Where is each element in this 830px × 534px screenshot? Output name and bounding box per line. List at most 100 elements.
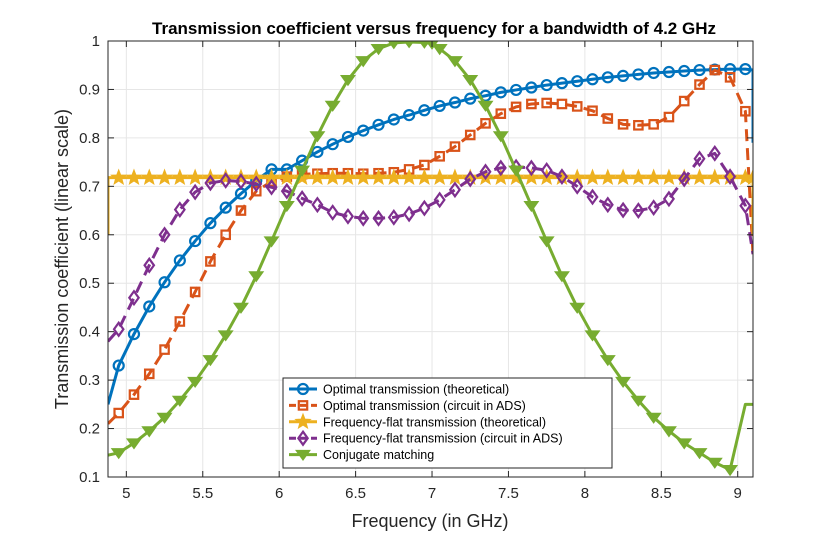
x-tick-label: 9 — [734, 485, 742, 502]
data-point — [691, 448, 708, 460]
data-point — [357, 209, 370, 227]
data-point — [372, 118, 385, 131]
data-point — [538, 236, 555, 248]
data-point — [587, 105, 598, 117]
data-point — [217, 168, 235, 186]
data-point — [219, 201, 232, 214]
data-point — [171, 395, 188, 407]
legend-item: Frequency-flat transmission (circuit in … — [289, 429, 563, 447]
data-point — [739, 62, 752, 76]
data-point — [415, 168, 434, 186]
data-point — [354, 168, 372, 186]
data-point — [387, 208, 400, 226]
data-point — [662, 190, 675, 208]
data-point — [678, 170, 691, 188]
data-point — [601, 71, 614, 84]
legend-marker — [296, 429, 310, 447]
data-point — [693, 150, 706, 168]
data-point — [660, 426, 677, 438]
legend-marker — [294, 412, 312, 430]
data-point — [507, 168, 525, 186]
legend-label: Optimal transmission (circuit in ADS) — [323, 399, 526, 413]
data-point — [556, 98, 568, 110]
x-tick-label: 7.5 — [498, 485, 519, 502]
data-point — [602, 113, 614, 124]
axes-box — [107, 40, 754, 478]
y-tick-label: 0.3 — [79, 372, 100, 389]
data-point — [326, 204, 339, 221]
series-4 — [108, 145, 753, 343]
data-point — [616, 69, 630, 82]
data-point — [293, 168, 311, 186]
y-tick-label: 0.2 — [79, 421, 100, 438]
data-point — [586, 73, 599, 86]
data-point — [220, 229, 231, 241]
data-point — [113, 407, 124, 419]
legend-box — [282, 377, 613, 469]
data-point — [308, 168, 327, 186]
data-point — [525, 159, 538, 177]
data-point — [479, 163, 492, 181]
data-point — [633, 119, 644, 131]
x-axis-label: Frequency (in GHz) — [351, 511, 508, 531]
data-point — [663, 111, 675, 123]
data-point — [140, 168, 158, 186]
plot-area: 5 5.5 6 6.5 7 7.5 8 8.5 9 0.1 0.2 0.3 0.4 0.5 0.6 0.7 0.… — [79, 33, 754, 502]
data-point — [309, 131, 326, 143]
data-point — [648, 119, 659, 130]
data-point — [599, 168, 617, 186]
data-point — [614, 168, 632, 186]
data-point — [127, 289, 141, 307]
data-point — [372, 209, 385, 227]
data-point — [326, 138, 339, 151]
data-point — [494, 86, 507, 99]
legend-item: Optimal transmission (circuit in ADS) — [289, 399, 526, 413]
data-point — [250, 175, 263, 193]
y-tick-label: 0.1 — [79, 469, 100, 486]
y-tick-label: 0.6 — [79, 227, 100, 244]
data-point — [431, 44, 448, 56]
series-line — [108, 151, 753, 343]
data-point — [369, 168, 388, 186]
data-point — [155, 168, 174, 186]
data-point — [189, 183, 202, 201]
data-point — [464, 170, 477, 188]
data-point — [187, 376, 204, 389]
data-point — [693, 63, 706, 77]
data-point — [311, 196, 324, 214]
data-point — [355, 56, 372, 68]
data-point — [110, 168, 128, 186]
series-2 — [108, 64, 753, 425]
data-point — [204, 217, 217, 230]
x-tick-label: 7 — [428, 485, 436, 502]
y-tick-label: 0.8 — [79, 130, 100, 147]
data-point — [341, 130, 355, 144]
x-tick-label: 5 — [122, 485, 130, 502]
data-point — [617, 119, 629, 130]
y-tick-label: 0.7 — [79, 178, 100, 195]
legend-label: Frequency-flat transmission (circuit in … — [323, 432, 563, 446]
data-point — [217, 330, 234, 342]
data-point — [446, 168, 464, 186]
y-tick-label: 0.4 — [79, 324, 100, 341]
series-5 — [108, 41, 753, 477]
data-point — [739, 197, 752, 215]
x-tick-label: 8.5 — [651, 485, 672, 502]
series-line — [108, 176, 753, 235]
data-point — [509, 83, 523, 97]
y-tick-label: 1 — [92, 33, 100, 50]
data-point — [186, 168, 204, 186]
data-point — [571, 75, 584, 88]
data-point — [744, 168, 753, 186]
data-point — [571, 101, 583, 112]
data-point — [464, 92, 477, 105]
data-point — [709, 64, 721, 76]
data-point — [584, 330, 601, 342]
data-point — [127, 327, 141, 341]
data-point — [341, 207, 354, 225]
data-point — [722, 465, 739, 477]
data-point — [706, 457, 723, 469]
data-point — [370, 44, 387, 56]
data-point — [632, 68, 645, 81]
data-point — [555, 168, 568, 186]
